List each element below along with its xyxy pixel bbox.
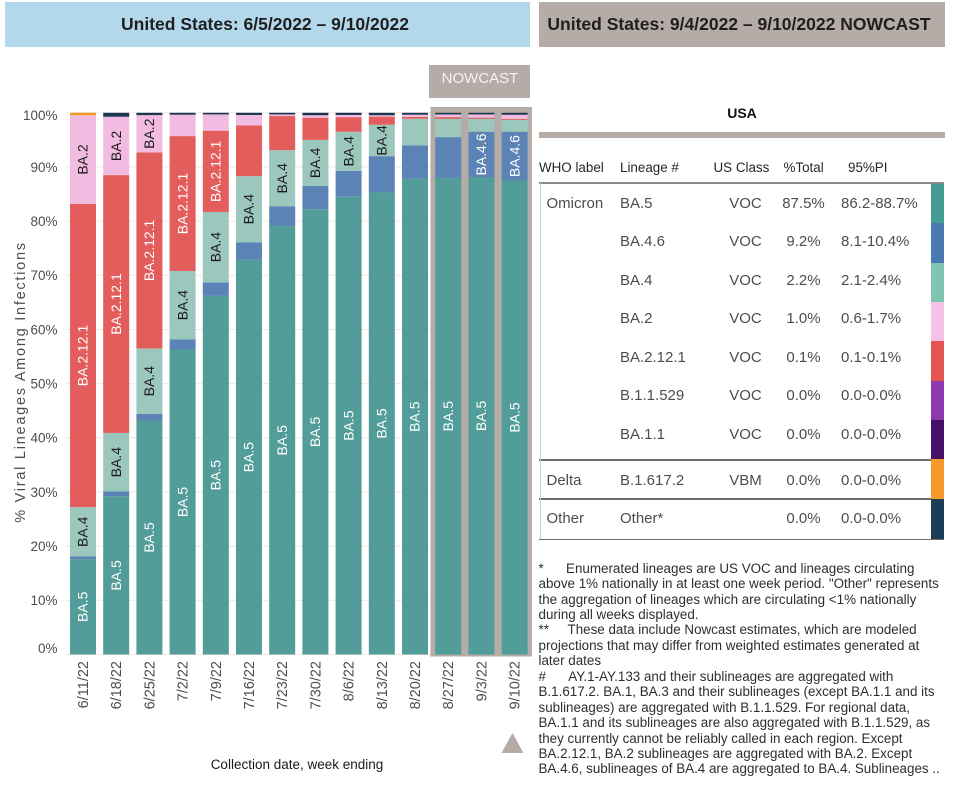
svg-text:BA.4: BA.4 [274, 163, 290, 194]
svg-text:BA.4: BA.4 [208, 232, 224, 263]
svg-text:10%: 10% [30, 593, 57, 608]
svg-text:6/25/22: 6/25/22 [142, 661, 158, 709]
svg-text:BA.4: BA.4 [108, 447, 124, 478]
svg-text:BA.5: BA.5 [108, 560, 124, 591]
svg-text:NOWCAST: NOWCAST [442, 70, 519, 87]
svg-text:8/27/22: 8/27/22 [441, 661, 457, 709]
svg-text:BA.4.6: BA.4.6 [506, 135, 522, 177]
svg-text:BA.5: BA.5 [440, 401, 456, 432]
svg-text:8/20/22: 8/20/22 [408, 661, 424, 709]
svg-text:BA.2.12.1: BA.2.12.1 [174, 173, 190, 235]
svg-text:BA.5: BA.5 [241, 442, 257, 473]
svg-text:% Viral Lineages Among Infecti: % Viral Lineages Among Infections [13, 241, 29, 523]
svg-text:BA.2.12.1: BA.2.12.1 [141, 219, 157, 281]
svg-text:BA.5: BA.5 [208, 460, 224, 491]
svg-text:BA.2.12.1: BA.2.12.1 [75, 325, 91, 387]
svg-text:BA.5: BA.5 [174, 487, 190, 518]
svg-text:BA.2.12.1: BA.2.12.1 [108, 273, 124, 335]
svg-text:7/2/22: 7/2/22 [176, 661, 192, 701]
svg-text:BA.4: BA.4 [374, 125, 390, 156]
svg-text:BA.4: BA.4 [141, 366, 157, 397]
svg-text:BA.5: BA.5 [307, 417, 323, 448]
svg-text:BA.5: BA.5 [506, 402, 522, 433]
svg-text:9/3/22: 9/3/22 [474, 661, 490, 701]
svg-text:BA.5: BA.5 [274, 425, 290, 456]
svg-text:Collection date, week ending: Collection date, week ending [211, 757, 384, 772]
svg-text:BA.4: BA.4 [174, 290, 190, 321]
svg-text:BA.5: BA.5 [374, 408, 390, 439]
svg-text:BA.2.12.1: BA.2.12.1 [208, 140, 224, 202]
svg-text:9/10/22: 9/10/22 [508, 661, 524, 709]
svg-text:7/30/22: 7/30/22 [308, 661, 324, 709]
svg-text:BA.5: BA.5 [75, 591, 91, 622]
svg-text:BA.2: BA.2 [141, 118, 157, 149]
svg-text:BA.2: BA.2 [108, 131, 124, 162]
svg-text:50%: 50% [30, 376, 57, 391]
svg-text:BA.2: BA.2 [75, 144, 91, 175]
svg-text:BA.4: BA.4 [75, 516, 91, 547]
svg-text:BA.5: BA.5 [407, 401, 423, 432]
svg-text:0%: 0% [38, 641, 58, 656]
svg-text:90%: 90% [30, 160, 57, 175]
svg-text:BA.5: BA.5 [473, 401, 489, 432]
svg-text:80%: 80% [30, 214, 57, 229]
svg-text:30%: 30% [30, 485, 57, 500]
svg-text:BA.4: BA.4 [340, 136, 356, 167]
svg-text:8/6/22: 8/6/22 [342, 661, 358, 701]
svg-text:100%: 100% [23, 108, 58, 123]
svg-text:BA.4.6: BA.4.6 [473, 133, 489, 175]
svg-text:BA.4: BA.4 [307, 148, 323, 179]
svg-text:7/9/22: 7/9/22 [209, 661, 225, 701]
svg-text:40%: 40% [30, 431, 57, 446]
svg-text:BA.5: BA.5 [141, 522, 157, 553]
svg-text:70%: 70% [30, 268, 57, 283]
svg-text:60%: 60% [30, 322, 57, 337]
svg-text:7/23/22: 7/23/22 [275, 661, 291, 709]
svg-text:6/11/22: 6/11/22 [76, 661, 92, 708]
svg-text:BA.5: BA.5 [340, 410, 356, 441]
svg-text:8/13/22: 8/13/22 [375, 661, 391, 709]
svg-text:7/16/22: 7/16/22 [242, 661, 258, 709]
svg-text:BA.4: BA.4 [241, 194, 257, 225]
svg-text:20%: 20% [30, 539, 57, 554]
svg-text:6/18/22: 6/18/22 [109, 661, 125, 709]
